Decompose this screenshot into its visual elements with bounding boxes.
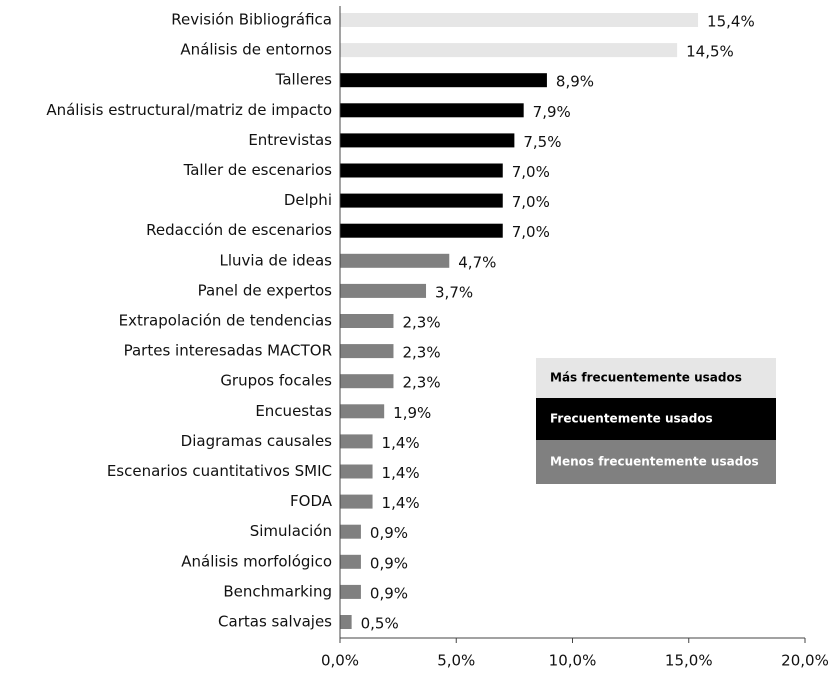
value-label: 1,4% (382, 464, 420, 482)
legend-label: Frecuentemente usados (550, 412, 713, 426)
value-label: 2,3% (402, 344, 440, 362)
bar (340, 615, 352, 629)
bar (340, 524, 361, 539)
value-label: 7,0% (512, 163, 550, 181)
category-label: Grupos focales (220, 372, 332, 390)
value-label: 0,9% (370, 554, 408, 572)
category-label: Lluvia de ideas (220, 251, 333, 269)
category-label: Taller de escenarios (183, 161, 333, 179)
bar (340, 464, 373, 479)
value-label: 1,4% (382, 434, 420, 452)
bar (340, 13, 699, 27)
category-label: Análisis morfológico (181, 552, 332, 570)
x-tick-label: 5,0% (437, 652, 475, 670)
bar (340, 494, 373, 509)
x-tick-label: 10,0% (549, 652, 597, 670)
bar (340, 193, 503, 208)
value-label: 4,7% (458, 253, 496, 271)
value-label: 0,9% (370, 524, 408, 542)
category-label: Encuestas (255, 402, 332, 420)
bar (340, 554, 361, 569)
category-label: Escenarios cuantitativos SMIC (107, 462, 332, 480)
category-label: Simulación (250, 522, 332, 540)
legend-label: Menos frecuentemente usados (550, 455, 759, 469)
value-label: 2,3% (402, 374, 440, 392)
category-label: Extrapolación de tendencias (119, 312, 333, 330)
bar (340, 434, 373, 449)
value-label: 8,9% (556, 73, 594, 91)
bar (340, 73, 547, 88)
x-tick-label: 0,0% (321, 652, 359, 670)
bar (340, 374, 394, 389)
legend-swatch (536, 440, 776, 484)
bar (340, 223, 503, 238)
value-label: 0,9% (370, 584, 408, 602)
bar (340, 404, 385, 419)
value-label: 7,9% (533, 103, 571, 121)
x-tick-label: 20,0% (781, 652, 829, 670)
bar (340, 283, 427, 298)
value-label: 0,5% (361, 615, 399, 633)
bar (340, 133, 515, 148)
category-label: Revisión Bibliográfica (171, 11, 332, 29)
category-label: Talleres (275, 71, 333, 89)
category-label: Redacción de escenarios (146, 221, 332, 239)
value-label: 7,0% (512, 223, 550, 241)
category-label: Delphi (284, 191, 332, 209)
legend-swatch (536, 358, 776, 398)
value-label: 1,9% (393, 404, 431, 422)
category-label: Benchmarking (223, 582, 332, 600)
category-label: FODA (290, 492, 333, 510)
category-label: Entrevistas (248, 131, 332, 149)
value-label: 7,5% (523, 133, 561, 151)
bar (340, 344, 394, 359)
category-label: Partes interesadas MACTOR (124, 342, 332, 360)
category-label: Análisis de entornos (180, 41, 332, 59)
value-label: 2,3% (402, 314, 440, 332)
value-label: 1,4% (382, 494, 420, 512)
category-label: Análisis estructural/matriz de impacto (46, 101, 332, 119)
bar (340, 584, 361, 599)
bar (340, 103, 524, 118)
category-label: Diagramas causales (181, 432, 333, 450)
value-label: 14,5% (686, 43, 734, 61)
category-label: Cartas salvajes (218, 613, 332, 631)
category-label: Panel de expertos (198, 281, 333, 299)
value-label: 3,7% (435, 283, 473, 301)
legend-swatch (536, 398, 776, 440)
x-tick-label: 15,0% (665, 652, 713, 670)
bar (340, 43, 678, 58)
value-label: 15,4% (707, 13, 755, 31)
legend-label: Más frecuentemente usados (550, 371, 742, 385)
bar (340, 253, 450, 268)
bar (340, 314, 394, 328)
value-label: 7,0% (512, 193, 550, 211)
bar (340, 163, 503, 178)
